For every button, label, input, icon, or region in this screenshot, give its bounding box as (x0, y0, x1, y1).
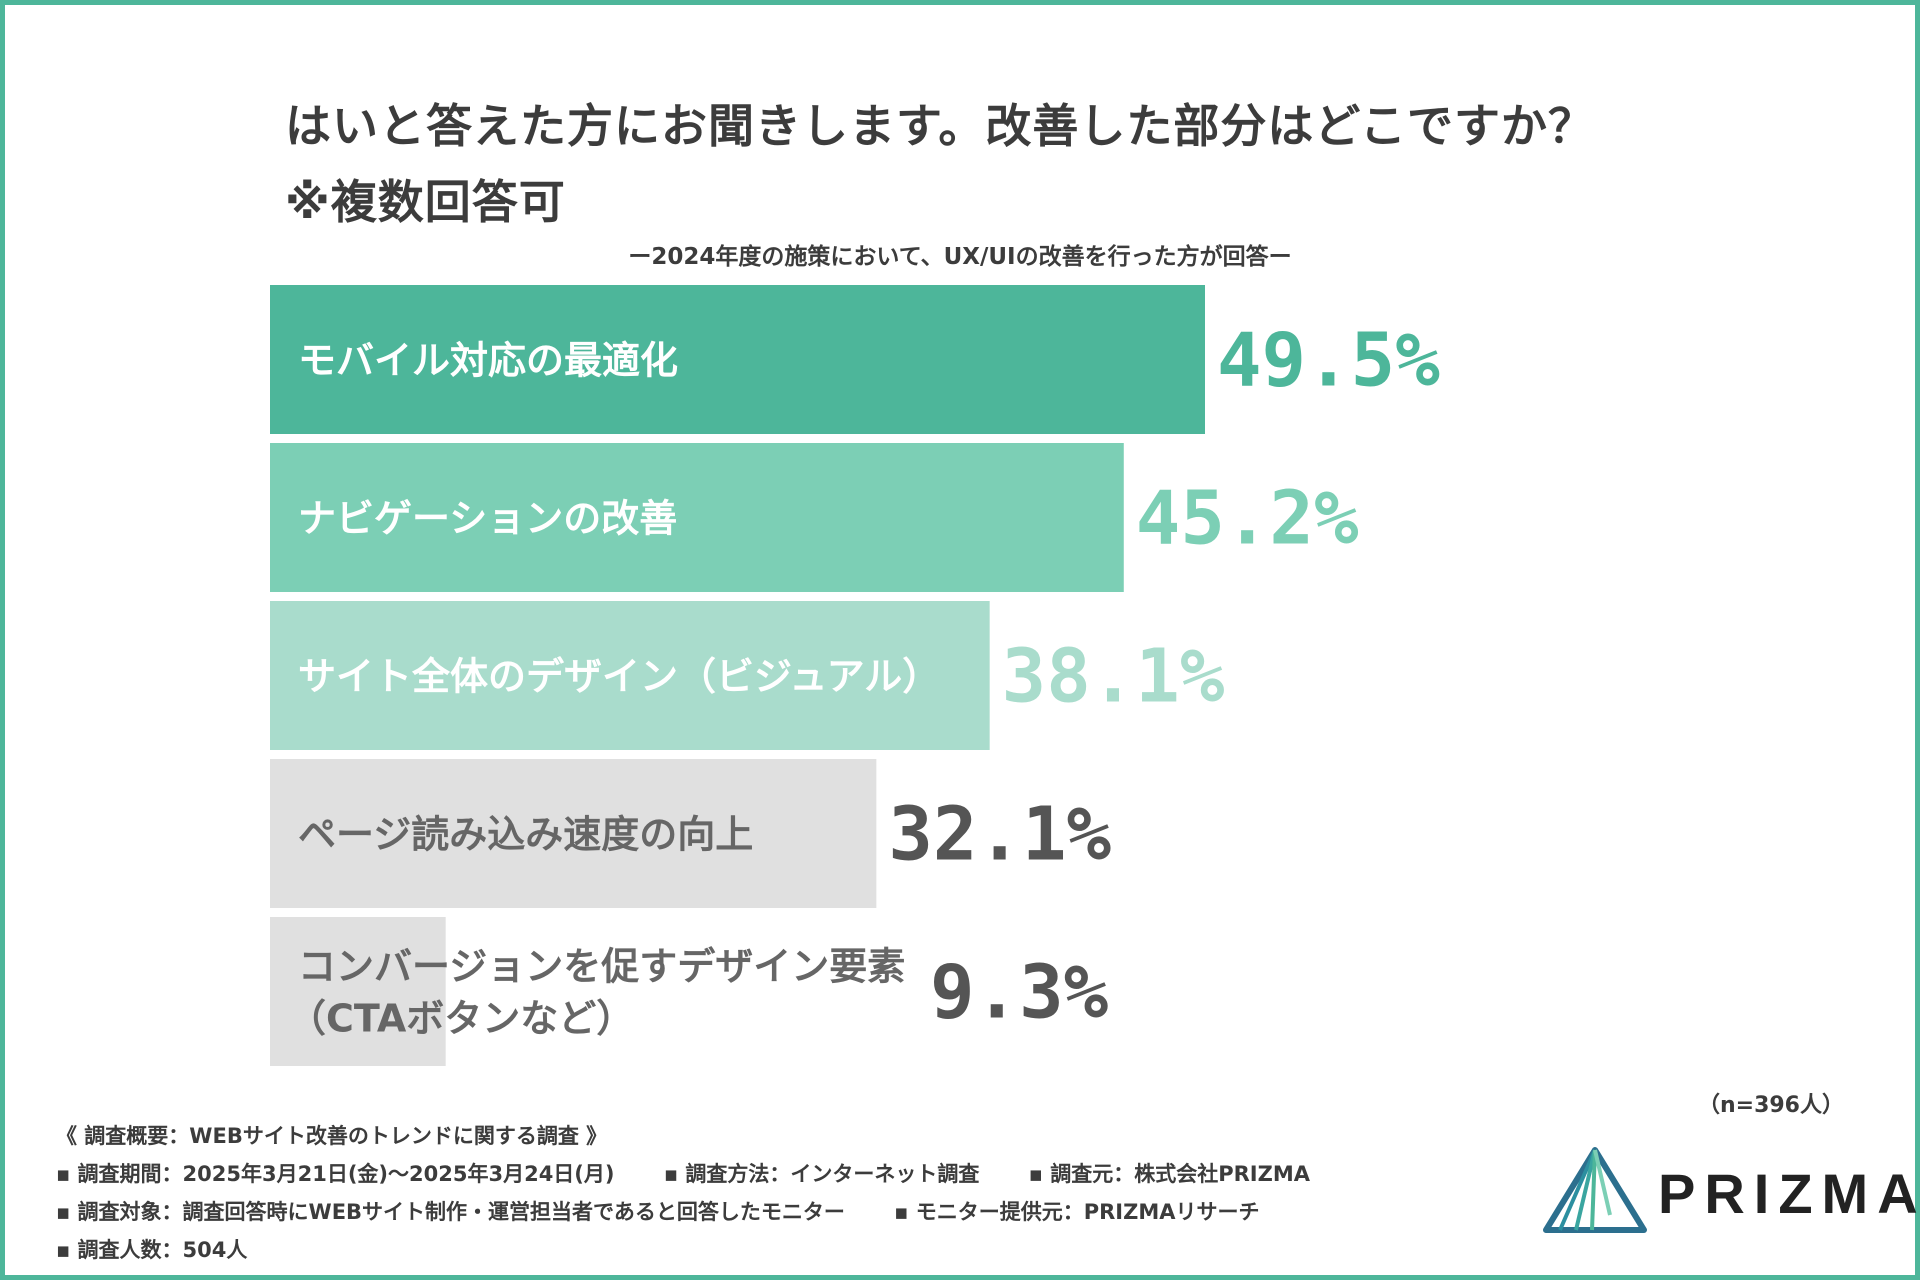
monitor-provider: ▪ モニター提供元：PRIZMAリサーチ (894, 1200, 1260, 1224)
chart-title: はいと答えた方にお聞きします。改善した部分はどこですか？ ※複数回答可 (285, 88, 1595, 240)
value-label-5: 9.3% (930, 950, 1109, 1036)
bar-label-3: サイト全体のデザイン（ビジュアル） (298, 655, 940, 699)
value-label-4: 32.1% (888, 792, 1111, 878)
bar-1 (270, 285, 1205, 434)
bar-chart: モバイル対応の最適化 49.5% ナビゲーションの改善 45.2% サイト全体のデザイン… (270, 285, 1440, 1066)
bar-label-2: ナビゲーションの改善 (298, 497, 677, 541)
bar-5 (270, 917, 446, 1066)
value-label-3: 38.1% (1002, 634, 1225, 720)
value-label-2: 45.2% (1136, 476, 1359, 562)
value-label-1: 49.5% (1217, 318, 1440, 404)
logo-text: PRIZMA (1658, 1162, 1920, 1225)
survey-count: ▪ 調査人数：504人 (56, 1238, 248, 1262)
bar-label-1: モバイル対応の最適化 (298, 339, 678, 383)
survey-method: ▪ 調査方法：インターネット調査 (663, 1162, 980, 1186)
chart-subtitle: ー2024年度の施策において、UX/UIの改善を行った方が回答ー (628, 244, 1292, 270)
title-line-2: ※複数回答可 (285, 175, 566, 229)
prism-triangle-icon (1543, 1147, 1647, 1233)
bar-label-5: コンバージョンを促すデザイン要素（CTAボタンなど） (288, 945, 905, 1041)
survey-target: ▪ 調査対象：調査回答時にWEBサイト制作・運営担当者であると回答したモニター (56, 1200, 845, 1224)
survey-overview: 《 調査概要：WEBサイト改善のトレンドに関する調査 》 ▪ 調査期間：2025… (56, 1117, 1310, 1269)
sample-size-note: （n=396人） (1697, 1093, 1844, 1118)
bar-3 (270, 601, 990, 750)
survey-period: ▪ 調査期間：2025年3月21日(金)〜2025年3月24日(月) (56, 1162, 615, 1186)
prizma-logo: PRIZMA (1540, 1145, 1918, 1235)
bar-2 (270, 443, 1124, 592)
title-line-1: はいと答えた方にお聞きします。改善した部分はどこですか？ (285, 99, 1596, 153)
overview-heading: 《 調査概要：WEBサイト改善のトレンドに関する調査 》 (56, 1124, 608, 1148)
survey-source: ▪ 調査元：株式会社PRIZMA (1028, 1162, 1310, 1186)
bar-label-4: ページ読み込み速度の向上 (298, 813, 753, 857)
bar-4 (270, 759, 877, 908)
